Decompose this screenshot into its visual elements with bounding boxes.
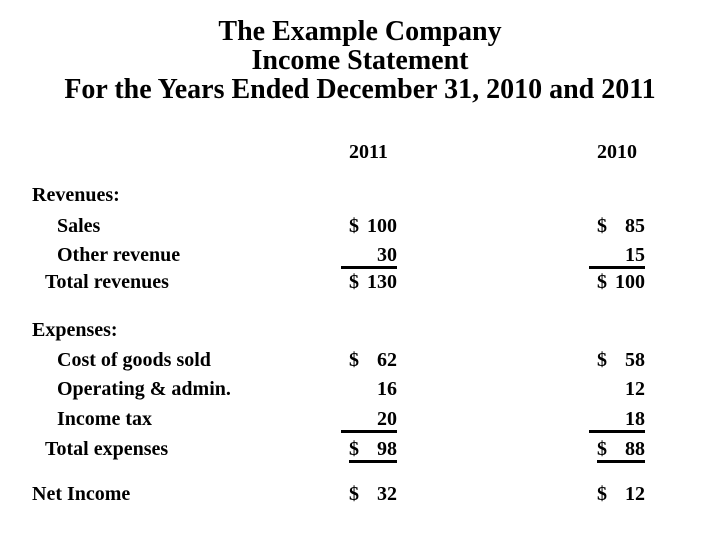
- period-line: For the Years Ended December 31, 2010 an…: [64, 74, 656, 105]
- sales-2010-value: $ 85: [597, 215, 645, 237]
- dollar-sign: $: [597, 483, 607, 505]
- income-tax-label: Income tax: [57, 408, 152, 430]
- expenses-section-header-row: Expenses:: [0, 319, 720, 341]
- dollar-sign: $: [349, 349, 359, 371]
- amount: 100: [615, 271, 645, 293]
- net-income-2011-value: $ 32: [349, 483, 397, 505]
- amount: 62: [377, 349, 397, 371]
- dollar-sign: $: [349, 438, 359, 460]
- amount: 58: [625, 349, 645, 371]
- row-cost-of-goods-sold: Cost of goods sold $ 62 $ 58: [0, 349, 720, 371]
- total-revenues-2011-value: $ 130: [349, 271, 397, 293]
- sales-label: Sales: [57, 215, 101, 237]
- other-revenue-2011-value: 30: [341, 244, 397, 269]
- operating-admin-2011-value: 16: [349, 378, 397, 400]
- dollar-sign: $: [349, 215, 359, 237]
- amount: 15: [625, 244, 645, 266]
- total-expenses-2011-value: $ 98: [349, 438, 397, 463]
- operating-admin-label: Operating & admin.: [57, 378, 231, 400]
- dollar-sign: $: [597, 215, 607, 237]
- row-total-expenses: Total expenses $ 98 $ 88: [0, 438, 720, 463]
- year-header-2011: 2011: [349, 141, 388, 163]
- expenses-section-header: Expenses:: [32, 319, 118, 341]
- year-header-row: 2011 2010: [0, 141, 720, 163]
- statement-name: Income Statement: [251, 45, 469, 76]
- net-income-label: Net Income: [32, 483, 131, 505]
- amount: 12: [625, 378, 645, 400]
- dollar-sign: $: [349, 271, 359, 293]
- statement-title-block: The Example Company Income Statement For…: [0, 17, 720, 104]
- company-name: The Example Company: [218, 16, 502, 47]
- income-tax-2011-value: 20: [341, 408, 397, 433]
- other-revenue-2010-value: 15: [589, 244, 645, 269]
- dollar-sign: $: [597, 438, 607, 460]
- other-revenue-label: Other revenue: [57, 244, 181, 266]
- amount: 130: [367, 271, 397, 293]
- total-revenues-2010-value: $ 100: [597, 271, 645, 293]
- total-revenues-label: Total revenues: [45, 271, 169, 293]
- operating-admin-2010-value: 12: [597, 378, 645, 400]
- amount: 100: [367, 215, 397, 237]
- row-operating-admin: Operating & admin. 16 12: [0, 378, 720, 400]
- sales-2011-value: $ 100: [349, 215, 397, 237]
- amount: 16: [377, 378, 397, 400]
- amount: 30: [377, 244, 397, 266]
- amount: 20: [377, 408, 397, 430]
- cogs-2010-value: $ 58: [597, 349, 645, 371]
- row-other-revenue: Other revenue 30 15: [0, 244, 720, 269]
- row-net-income: Net Income $ 32 $ 12: [0, 483, 720, 505]
- cogs-2011-value: $ 62: [349, 349, 397, 371]
- row-sales: Sales $ 100 $ 85: [0, 215, 720, 237]
- row-total-revenues: Total revenues $ 130 $ 100: [0, 271, 720, 293]
- row-income-tax: Income tax 20 18: [0, 408, 720, 433]
- amount: 32: [377, 483, 397, 505]
- total-expenses-label: Total expenses: [45, 438, 169, 460]
- dollar-sign: $: [597, 271, 607, 293]
- amount: 88: [625, 438, 645, 460]
- dollar-sign: $: [349, 483, 359, 505]
- revenues-section-header: Revenues:: [32, 184, 120, 206]
- total-expenses-2010-value: $ 88: [597, 438, 645, 463]
- net-income-2010-value: $ 12: [597, 483, 645, 505]
- amount: 85: [625, 215, 645, 237]
- year-header-2010: 2010: [597, 141, 637, 163]
- cogs-label: Cost of goods sold: [57, 349, 211, 371]
- amount: 98: [377, 438, 397, 460]
- amount: 12: [625, 483, 645, 505]
- amount: 18: [625, 408, 645, 430]
- income-tax-2010-value: 18: [589, 408, 645, 433]
- revenues-section-header-row: Revenues:: [0, 184, 720, 206]
- dollar-sign: $: [597, 349, 607, 371]
